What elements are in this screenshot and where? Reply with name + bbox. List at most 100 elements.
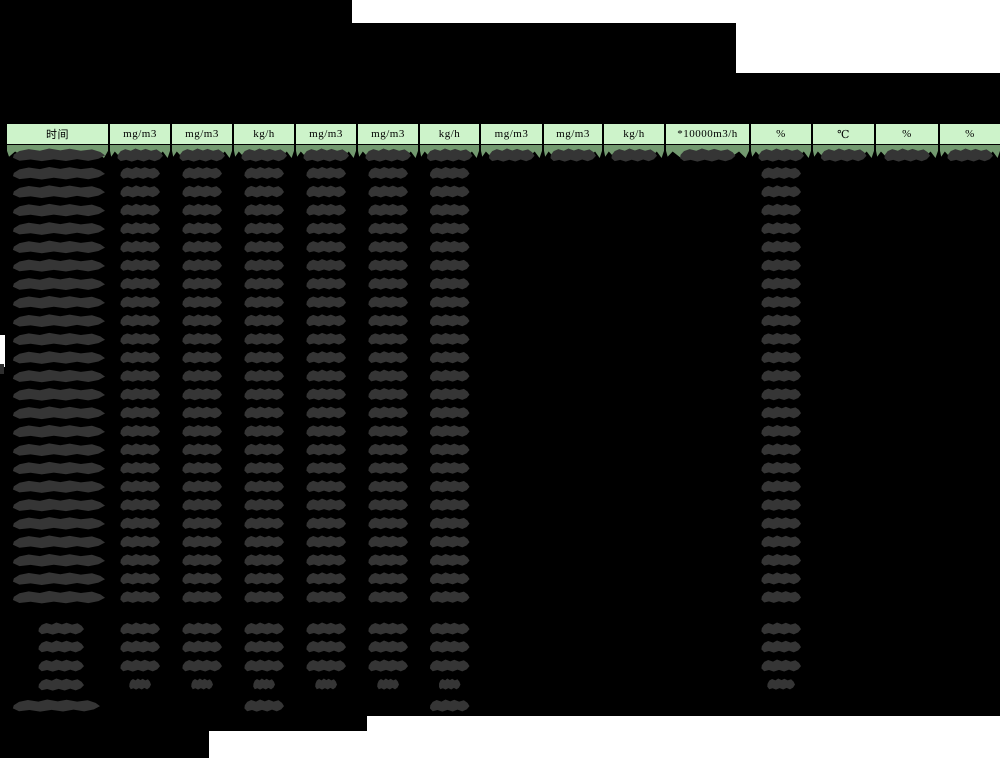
page-white-bottom-middle — [209, 731, 367, 758]
redacted-cell — [368, 185, 408, 198]
redacted-cell — [12, 295, 105, 309]
redacted-cell — [38, 659, 84, 672]
redacted-cell — [761, 498, 801, 511]
redacted-cell — [244, 424, 284, 438]
redacted-cell — [306, 659, 346, 672]
redacted-cell — [120, 185, 160, 198]
redacted-cell — [244, 369, 284, 382]
redacted-cell — [244, 203, 284, 216]
redacted-cell — [368, 203, 408, 216]
column-header-8: mg/m3 — [544, 122, 602, 145]
redacted-cell — [120, 498, 160, 511]
column-header-5: mg/m3 — [358, 122, 418, 145]
redacted-cell — [38, 622, 84, 635]
redacted-cell — [244, 240, 284, 253]
redacted-cell — [244, 498, 284, 511]
redacted-cell — [244, 443, 284, 456]
redacted-cell — [761, 388, 801, 401]
left-edge-redaction-mark — [0, 364, 4, 374]
redacted-cell — [12, 369, 105, 383]
redacted-cell — [306, 388, 346, 401]
redacted-cell — [680, 148, 736, 162]
redacted-cell — [761, 590, 801, 603]
redacted-cell — [368, 424, 408, 438]
redacted-cell — [306, 424, 346, 438]
redacted-cell — [244, 332, 284, 345]
redacted-cell — [244, 572, 284, 585]
redacted-cell — [306, 277, 346, 290]
redacted-cell — [12, 203, 105, 217]
redacted-cell — [120, 259, 160, 272]
redacted-cell — [368, 640, 408, 653]
redacted-cell — [244, 259, 284, 272]
redacted-cell — [120, 277, 160, 290]
redacted-cell — [429, 572, 470, 585]
redacted-cell — [761, 259, 801, 272]
redacted-cell — [429, 332, 470, 345]
redacted-cell — [429, 314, 470, 327]
redacted-cell — [120, 222, 160, 235]
redacted-cell — [38, 678, 84, 691]
redacted-cell — [761, 424, 801, 438]
redacted-cell — [306, 222, 346, 235]
redacted-cell — [306, 517, 346, 530]
redacted-cell — [303, 148, 349, 162]
redacted-cell — [368, 277, 408, 290]
redacted-cell — [306, 553, 346, 567]
redacted-cell — [611, 148, 657, 162]
redacted-cell — [12, 590, 105, 604]
redacted-cell — [182, 517, 222, 530]
redacted-cell — [306, 240, 346, 253]
redacted-cell — [182, 332, 222, 345]
redacted-cell — [306, 622, 346, 635]
redacted-cell — [182, 659, 222, 672]
redacted-cell — [368, 535, 408, 548]
redacted-cell — [761, 295, 801, 309]
redacted-cell — [429, 480, 470, 493]
redacted-cell — [12, 166, 105, 180]
redacted-cell — [182, 553, 222, 567]
redacted-cell — [253, 678, 275, 690]
redacted-cell — [820, 148, 867, 162]
redacted-cell — [429, 203, 470, 216]
column-header-12: ℃ — [813, 122, 874, 145]
redacted-cell — [368, 166, 408, 180]
redacted-cell — [306, 498, 346, 511]
redacted-cell — [12, 443, 105, 456]
redacted-cell — [550, 148, 596, 162]
redacted-cell — [12, 185, 105, 198]
redacted-cell — [429, 424, 470, 438]
redacted-cell — [120, 572, 160, 585]
redacted-cell — [368, 314, 408, 327]
redacted-cell — [244, 480, 284, 493]
redacted-cell — [120, 659, 160, 672]
column-header-6: kg/h — [420, 122, 479, 145]
redacted-cell — [120, 553, 160, 567]
redacted-cell — [244, 590, 284, 603]
redacted-cell — [120, 332, 160, 345]
redacted-cell — [120, 295, 160, 309]
redacted-cell — [368, 480, 408, 493]
redacted-cell — [191, 678, 213, 690]
redacted-cell — [429, 166, 470, 180]
redacted-cell — [315, 678, 337, 690]
redacted-cell — [120, 640, 160, 653]
redacted-cell — [244, 622, 284, 635]
redacted-cell — [429, 406, 470, 419]
column-header-11: % — [751, 122, 811, 145]
redacted-cell — [488, 148, 535, 162]
redacted-cell — [182, 351, 222, 364]
page-white-top-strip — [352, 0, 1000, 23]
redacted-cell — [12, 498, 105, 512]
redacted-cell — [761, 240, 801, 253]
redacted-cell — [368, 259, 408, 272]
redacted-cell — [182, 424, 222, 438]
redacted-cell — [758, 148, 804, 162]
redacted-cell — [368, 461, 408, 474]
redacted-cell — [368, 590, 408, 603]
redacted-cell — [12, 277, 105, 291]
redacted-cell — [244, 553, 284, 567]
column-header-10: *10000m3/h — [666, 122, 749, 145]
redacted-cell — [182, 443, 222, 456]
redacted-cell — [244, 185, 284, 198]
